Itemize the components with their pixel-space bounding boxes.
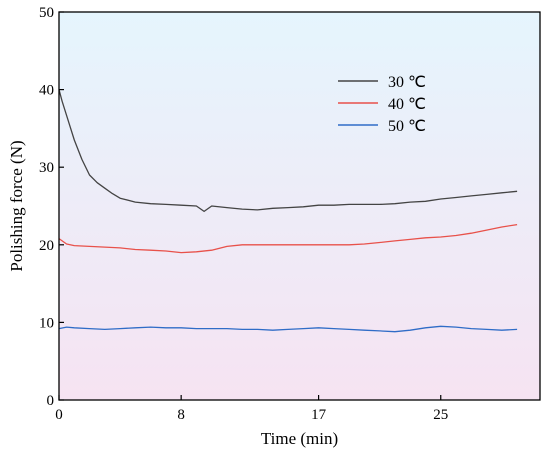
plot-background	[59, 12, 540, 400]
x-tick-label: 8	[177, 407, 185, 423]
y-tick-label: 10	[39, 315, 54, 331]
legend-label-2: 40 ℃	[388, 96, 426, 113]
series-line-1	[58, 89, 518, 213]
plot-frame	[58, 11, 541, 401]
x-tick-label: 17	[311, 407, 327, 423]
x-tick-label: 0	[55, 407, 63, 423]
y-tick-label: 40	[39, 83, 54, 99]
series-layer	[58, 89, 518, 333]
y-tick-label: 50	[39, 5, 54, 21]
legend: 30 ℃ 40 ℃ 50 ℃	[338, 74, 426, 135]
ticks-layer: 0 8 17 25 0 10 20 30 40 50	[39, 5, 448, 423]
y-tick-label: 0	[47, 393, 55, 409]
y-axis-title: Polishing force (N)	[7, 140, 26, 271]
y-tick-label: 20	[39, 238, 54, 254]
x-axis-title: Time (min)	[261, 429, 338, 448]
y-tick-label: 30	[39, 160, 54, 176]
series-line-2	[58, 223, 518, 254]
legend-label-3: 50 ℃	[388, 118, 426, 135]
series-line-3	[58, 325, 518, 333]
legend-label-1: 30 ℃	[388, 74, 426, 91]
x-tick-label: 25	[433, 407, 448, 423]
